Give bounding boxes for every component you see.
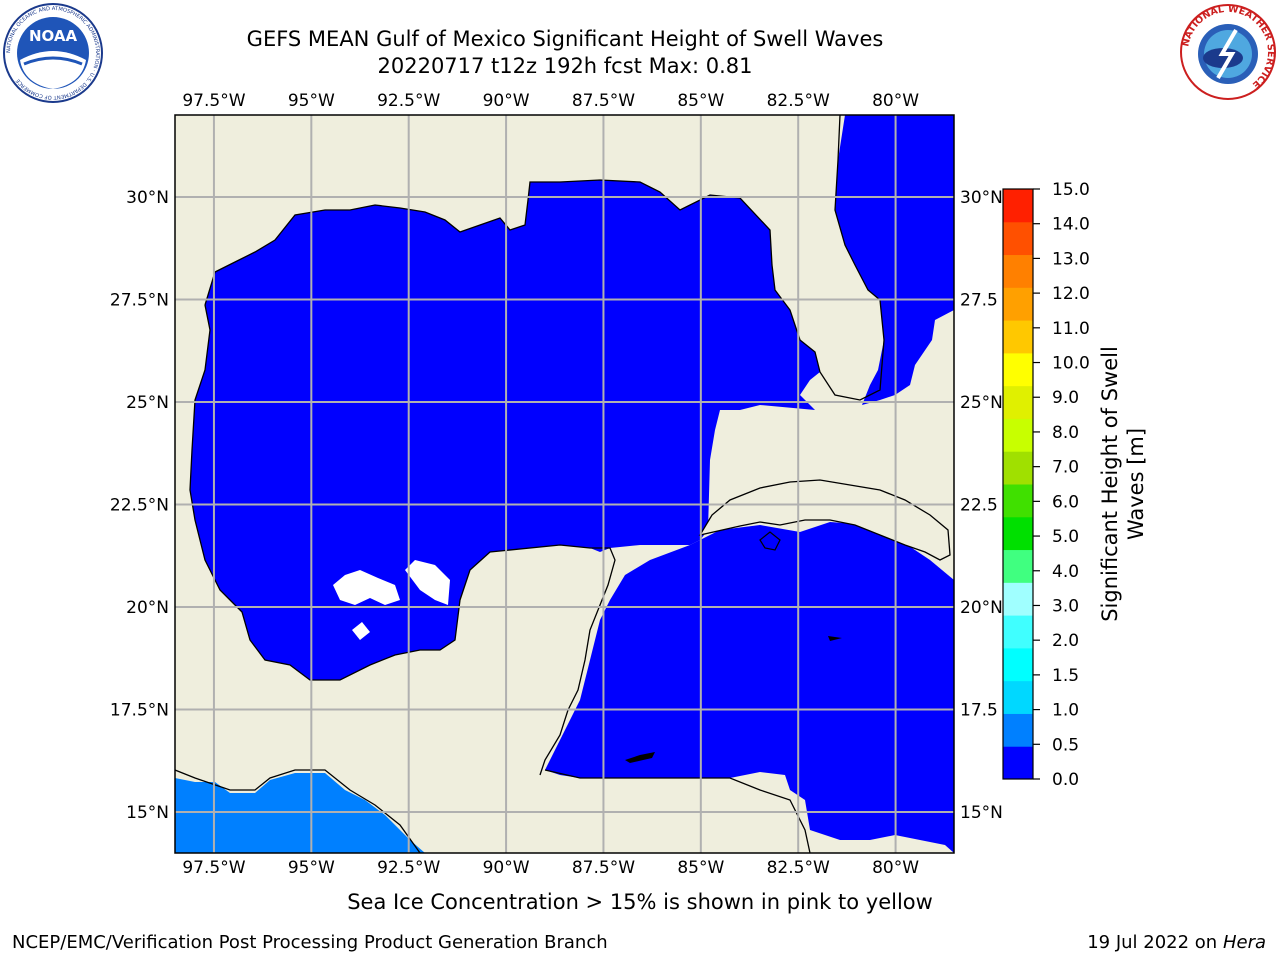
colorbar-tick-label: 4.0	[1052, 562, 1079, 582]
footer-credit: NCEP/EMC/Verification Post Processing Pr…	[12, 932, 608, 953]
colorbar-tick-label: 15.0	[1052, 180, 1090, 200]
longitude-label: 85°W	[677, 91, 724, 111]
latitude-labels-right: 30°N 27.5 25°N 22.5 20°N 17.5 15°N	[960, 188, 1003, 823]
colorbar-tick-label: 0.5	[1052, 735, 1079, 755]
longitude-label: 95°W	[288, 858, 335, 878]
colorbar-segment	[1003, 516, 1033, 551]
longitude-label: 82.5°W	[767, 858, 830, 878]
map-frame	[174, 114, 955, 854]
atlantic-swell-field	[835, 115, 954, 405]
longitude-label: 97.5°W	[182, 91, 245, 111]
longitude-labels-top: 97.5°W 95°W 92.5°W 90°W 87.5°W 85°W 82.5°W 80°W	[182, 91, 919, 111]
longitude-label: 85°W	[677, 858, 724, 878]
sea-ice-note: Sea Ice Concentration > 15% is shown in …	[347, 890, 933, 914]
colorbar-tick-label: 8.0	[1052, 423, 1079, 443]
longitude-label: 80°W	[872, 858, 919, 878]
latitude-labels-left: 30°N 27.5°N 25°N 22.5°N 20°N 17.5°N 15°N	[110, 188, 169, 823]
colorbar-segment	[1003, 680, 1033, 714]
footer-date-text: 19 Jul 2022 on	[1087, 932, 1223, 953]
national-weather-service-logo: NATIONAL WEATHER SERVICE	[1178, 2, 1278, 102]
colorbar-segment	[1003, 221, 1033, 256]
latitude-label: 15°N	[960, 803, 1003, 823]
longitude-label: 95°W	[288, 91, 335, 111]
caribbean-swell-field	[545, 522, 954, 853]
longitude-label: 80°W	[872, 91, 919, 111]
colorbar-tick-label: 12.0	[1052, 284, 1090, 304]
footer-date: 19 Jul 2022 on Hera	[1087, 932, 1266, 953]
latitude-label: 15°N	[126, 803, 169, 823]
colorbar	[1003, 189, 1033, 780]
latitude-label: 20°N	[960, 598, 1003, 618]
colorbar-segment	[1003, 451, 1033, 485]
chart-subtitle-line: 20220717 t12z 192h fcst Max: 0.81	[377, 54, 753, 78]
latitude-label: 27.5°N	[110, 291, 169, 311]
latitude-label: 22.5	[960, 496, 998, 516]
colorbar-tick-label: 11.0	[1052, 319, 1090, 339]
colorbar-segment	[1003, 189, 1033, 223]
colorbar-tick-label: 2.0	[1052, 631, 1079, 651]
colorbar-segment	[1003, 549, 1033, 583]
colorbar-segment	[1003, 582, 1033, 616]
colorbar-label: Significant Height of SwellWaves [m]	[1098, 346, 1148, 622]
colorbar-segment	[1003, 418, 1033, 452]
latitude-label: 27.5	[960, 291, 998, 311]
longitude-label: 90°W	[483, 858, 530, 878]
longitude-label: 92.5°W	[377, 91, 440, 111]
longitude-label: 87.5°W	[572, 91, 635, 111]
noaa-logo-text: NOAA	[29, 27, 78, 45]
map-area	[175, 115, 954, 853]
colorbar-segment	[1003, 287, 1033, 321]
colorbar-tick-label: 9.0	[1052, 388, 1079, 408]
noaa-logo: NOAA NATIONAL OCEANIC AND ATMOSPHERIC AD…	[2, 2, 104, 104]
colorbar-segment	[1003, 746, 1033, 780]
colorbar-tick-label: 10.0	[1052, 354, 1090, 374]
footer-host: Hera	[1222, 932, 1266, 953]
colorbar-segment	[1003, 647, 1033, 682]
colorbar-tick-label: 13.0	[1052, 249, 1090, 269]
colorbar-segment	[1003, 385, 1033, 419]
colorbar-segment	[1003, 254, 1033, 288]
colorbar-tick-label: 6.0	[1052, 492, 1079, 512]
colorbar-tick-label: 0.0	[1052, 770, 1079, 790]
colorbar-segment	[1003, 615, 1033, 649]
longitude-labels-bottom: 97.5°W 95°W 92.5°W 90°W 87.5°W 85°W 82.5°W 80°W	[182, 858, 919, 878]
colorbar-tick-label: 3.0	[1052, 596, 1079, 616]
gulf-of-mexico-swell-field	[190, 180, 820, 680]
colorbar-tick-label: 7.0	[1052, 458, 1079, 478]
chart-title: GEFS MEAN Gulf of Mexico Significant Hei…	[246, 27, 884, 51]
colorbar-ticks: 0.0 0.5 1.0 1.5 2.0 3.0 4.0 5.0 6.0 7.0 8.0 9.0 10.0…	[1033, 180, 1090, 790]
cuba-land	[698, 479, 951, 561]
longitude-label: 87.5°W	[572, 858, 635, 878]
colorbar-segment	[1003, 352, 1033, 387]
colorbar-tick-label: 1.0	[1052, 701, 1079, 721]
colorbar-tick-label: 1.5	[1052, 666, 1079, 686]
colorbar-tick-label: 5.0	[1052, 527, 1079, 547]
longitude-label: 97.5°W	[182, 858, 245, 878]
colorbar-segment	[1003, 320, 1033, 354]
latitude-label: 25°N	[960, 393, 1003, 413]
latitude-label: 30°N	[126, 188, 169, 208]
latitude-label: 30°N	[960, 188, 1003, 208]
latitude-label: 17.5°N	[110, 701, 169, 721]
latitude-label: 20°N	[126, 598, 169, 618]
map-gridlines	[175, 115, 954, 853]
longitude-label: 82.5°W	[767, 91, 830, 111]
latitude-label: 22.5°N	[110, 496, 169, 516]
colorbar-tick-label: 14.0	[1052, 215, 1090, 235]
colorbar-segment	[1003, 713, 1033, 747]
longitude-label: 90°W	[483, 91, 530, 111]
latitude-label: 25°N	[126, 393, 169, 413]
latitude-label: 17.5	[960, 701, 998, 721]
longitude-label: 92.5°W	[377, 858, 440, 878]
colorbar-segment	[1003, 484, 1033, 518]
